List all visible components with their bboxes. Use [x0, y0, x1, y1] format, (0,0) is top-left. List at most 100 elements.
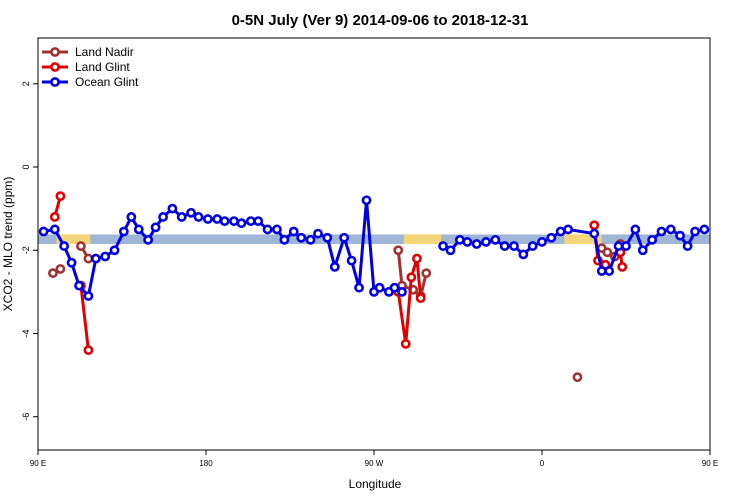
- data-point-land-glint: [412, 253, 422, 264]
- data-point-ocean-glint: [245, 216, 256, 227]
- data-point-ocean-glint: [83, 291, 94, 301]
- data-point-ocean-glint: [445, 245, 456, 256]
- data-point-ocean-glint: [690, 226, 700, 237]
- data-point-ocean-glint: [229, 216, 239, 227]
- data-point-ocean-glint: [66, 257, 77, 268]
- reference-band: [38, 234, 710, 244]
- x-axis: 90 E 180 90 W 0 90 E: [30, 450, 718, 468]
- y-tick-label: -2: [21, 246, 31, 254]
- data-point-ocean-glint: [563, 224, 574, 235]
- data-point-ocean-glint: [374, 282, 385, 293]
- data-point-land-glint: [589, 220, 600, 231]
- data-point-ocean-glint: [675, 230, 686, 241]
- x-tick-label: 90 E: [702, 459, 718, 468]
- data-point-ocean-glint: [471, 239, 482, 249]
- data-point-ocean-glint: [389, 282, 400, 293]
- data-point-ocean-glint: [546, 232, 557, 243]
- data-point-ocean-glint: [397, 286, 407, 297]
- data-point-ocean-glint: [219, 216, 230, 227]
- data-point-ocean-glint: [279, 234, 290, 245]
- data-point-ocean-glint: [647, 234, 658, 245]
- data-point-ocean-glint: [462, 237, 473, 247]
- data-point-land-glint: [617, 261, 628, 272]
- data-point-land-glint: [49, 212, 60, 222]
- legend-marker: [50, 47, 60, 57]
- data-point-ocean-glint: [296, 232, 307, 243]
- y-axis-label: XCO2 - MLO trend (ppm): [1, 177, 15, 312]
- y-axis: 2 0 -2 -4 -6: [21, 81, 38, 421]
- data-point-land-glint: [400, 338, 411, 349]
- data-point-ocean-glint: [346, 255, 357, 266]
- data-point-ocean-glint: [59, 241, 70, 251]
- data-point-ocean-glint: [176, 212, 187, 222]
- data-point-ocean-glint: [682, 241, 693, 251]
- chart-title: 0-5N July (Ver 9) 2014-09-06 to 2018-12-…: [232, 12, 529, 29]
- data-point-ocean-glint: [481, 237, 491, 247]
- data-point-ocean-glint: [454, 234, 465, 245]
- data-point-ocean-glint: [527, 241, 538, 251]
- data-point-ocean-glint: [236, 218, 247, 229]
- data-point-ocean-glint: [109, 245, 120, 256]
- data-point-ocean-glint: [49, 224, 60, 235]
- data-point-ocean-glint: [74, 280, 84, 291]
- data-point-ocean-glint: [509, 241, 519, 251]
- x-tick-label: 0: [540, 459, 545, 468]
- y-tick-label: -4: [21, 329, 31, 337]
- data-point-ocean-glint: [193, 212, 204, 222]
- data-point-ocean-glint: [596, 266, 607, 276]
- data-point-land-nadir: [48, 268, 58, 279]
- highlight-rect: [56, 234, 91, 244]
- data-point-ocean-glint: [637, 245, 648, 256]
- legend-label: Ocean Glint: [75, 75, 139, 89]
- data-point-ocean-glint: [621, 241, 631, 251]
- data-point-ocean-glint: [305, 234, 316, 245]
- data-point-ocean-glint: [490, 234, 501, 245]
- data-point-ocean-glint: [322, 232, 333, 243]
- data-point-ocean-glint: [133, 224, 144, 235]
- data-point-ocean-glint: [589, 228, 600, 239]
- data-point-ocean-glint: [150, 222, 161, 233]
- data-point-land-glint: [406, 272, 417, 283]
- data-point-ocean-glint: [167, 203, 178, 214]
- data-point-ocean-glint: [212, 214, 223, 224]
- x-tick-label: 90 E: [30, 459, 46, 468]
- data-point-ocean-glint: [158, 212, 168, 222]
- data-point-land-nadir: [83, 253, 94, 264]
- data-point-ocean-glint: [126, 212, 137, 222]
- series-line-land-glint: [79, 285, 90, 351]
- data-point-ocean-glint: [537, 237, 547, 247]
- legend-marker: [50, 62, 60, 72]
- data-point-ocean-glint: [143, 234, 154, 245]
- highlight-segments: [56, 234, 602, 244]
- data-point-ocean-glint: [555, 226, 566, 237]
- data-point-ocean-glint: [354, 282, 364, 293]
- data-point-land-nadir: [602, 247, 613, 258]
- highlight-rect: [564, 234, 602, 244]
- band-rect: [38, 234, 710, 244]
- data-point-land-nadir: [55, 264, 66, 274]
- data-point-land-glint: [55, 191, 66, 202]
- data-point-ocean-glint: [38, 226, 49, 237]
- data-point-ocean-glint: [329, 261, 340, 272]
- data-point-land-nadir: [76, 241, 86, 251]
- data-point-ocean-glint: [262, 224, 273, 235]
- data-point-ocean-glint: [118, 226, 129, 237]
- highlight-rect: [403, 234, 442, 244]
- legend-marker: [50, 77, 60, 87]
- plot-area: [37, 37, 711, 451]
- series-lines: [38, 191, 710, 383]
- data-point-ocean-glint: [313, 228, 323, 239]
- legend-label: Land Glint: [75, 60, 130, 74]
- data-point-ocean-glint: [339, 232, 350, 243]
- data-point-ocean-glint: [499, 241, 510, 251]
- data-point-ocean-glint: [202, 214, 213, 224]
- data-point-ocean-glint: [665, 224, 676, 235]
- data-point-ocean-glint: [90, 253, 101, 264]
- data-point-ocean-glint: [604, 266, 615, 276]
- x-axis-label: Longitude: [349, 477, 402, 491]
- data-point-ocean-glint: [361, 195, 372, 206]
- data-point-ocean-glint: [656, 226, 667, 237]
- data-point-ocean-glint: [186, 207, 196, 218]
